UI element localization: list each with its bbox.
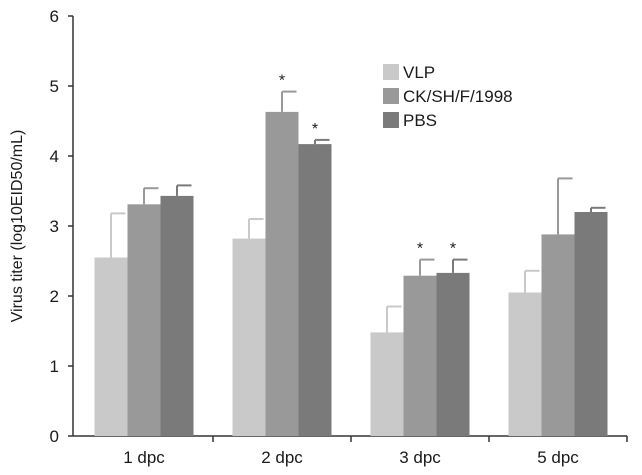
y-tick-label: 6	[50, 7, 59, 26]
legend-label: CK/SH/F/1998	[403, 87, 513, 106]
bar	[160, 195, 194, 436]
bar	[436, 272, 470, 436]
bar	[127, 204, 161, 436]
bar	[298, 144, 332, 436]
significance-marker: *	[279, 73, 285, 90]
x-tick-label: 2 dpc	[261, 448, 303, 467]
y-tick-label: 4	[50, 147, 59, 166]
bar	[541, 234, 575, 436]
y-tick-label: 1	[50, 357, 59, 376]
x-tick-label: 5 dpc	[537, 448, 579, 467]
y-tick-label: 5	[50, 77, 59, 96]
legend-swatch	[383, 112, 399, 128]
significance-marker: *	[312, 121, 318, 138]
bar	[265, 111, 299, 437]
y-tick-label: 3	[50, 217, 59, 236]
significance-marker: *	[450, 241, 456, 258]
legend-swatch	[383, 64, 399, 80]
significance-marker: *	[417, 241, 423, 258]
bar	[370, 332, 404, 436]
x-tick-label: 3 dpc	[399, 448, 441, 467]
legend-label: VLP	[403, 63, 435, 82]
bar	[508, 292, 542, 436]
bar	[403, 275, 437, 436]
bar	[232, 238, 266, 436]
legend-swatch	[383, 88, 399, 104]
y-tick-label: 2	[50, 287, 59, 306]
x-tick-label: 1 dpc	[123, 448, 165, 467]
y-axis-label: Virus titer (log10EID50/mL)	[9, 130, 26, 323]
bar	[94, 257, 128, 436]
y-tick-label: 0	[50, 427, 59, 446]
legend-label: PBS	[403, 111, 437, 130]
bar	[574, 212, 608, 436]
